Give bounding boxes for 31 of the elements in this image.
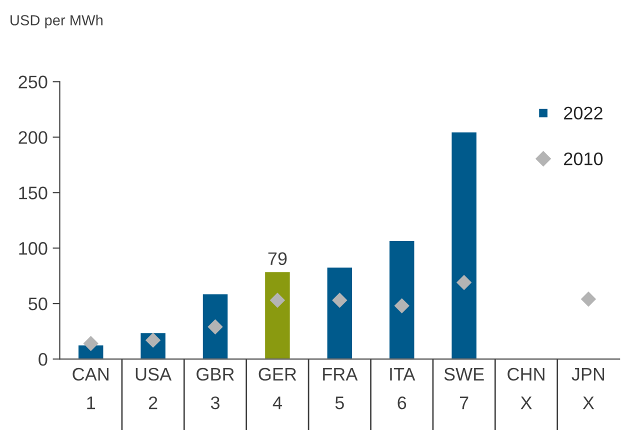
y-tick-label: 0	[38, 352, 48, 366]
x-tick-label: GBR 3	[196, 368, 234, 410]
x-tick-label: CHN X	[508, 368, 544, 410]
legend-label: 2022	[564, 106, 602, 120]
x-tick-label: GER 4	[258, 368, 296, 410]
point	[332, 292, 348, 308]
y-tick-label: 150	[19, 186, 48, 200]
y-tick-label: 50	[28, 298, 48, 310]
point	[580, 292, 596, 307]
point	[270, 292, 286, 308]
point	[394, 298, 410, 314]
x-tick-label: USA 2	[136, 368, 172, 410]
legend-label: 2010	[564, 152, 603, 166]
y-tick-label: 250	[18, 76, 48, 88]
bar	[202, 292, 230, 360]
bar	[450, 130, 478, 360]
point	[456, 274, 472, 290]
x-tick-label: SWE 7	[444, 368, 484, 410]
x-tick-label: FRA 5	[323, 368, 358, 410]
y-tick-label: 100	[19, 242, 48, 255]
x-tick-label: ITA 6	[390, 368, 416, 410]
x-tick-label: CAN 1	[72, 368, 108, 410]
bar	[388, 240, 416, 360]
y-tick-label: 200	[18, 131, 48, 144]
bar	[326, 266, 354, 360]
y-axis-title: USD per MWh	[10, 14, 102, 28]
x-tick-label: JPN X	[572, 368, 604, 410]
point	[208, 319, 223, 334]
point	[83, 336, 98, 352]
bar	[264, 270, 292, 360]
data-label: 79	[268, 252, 287, 266]
